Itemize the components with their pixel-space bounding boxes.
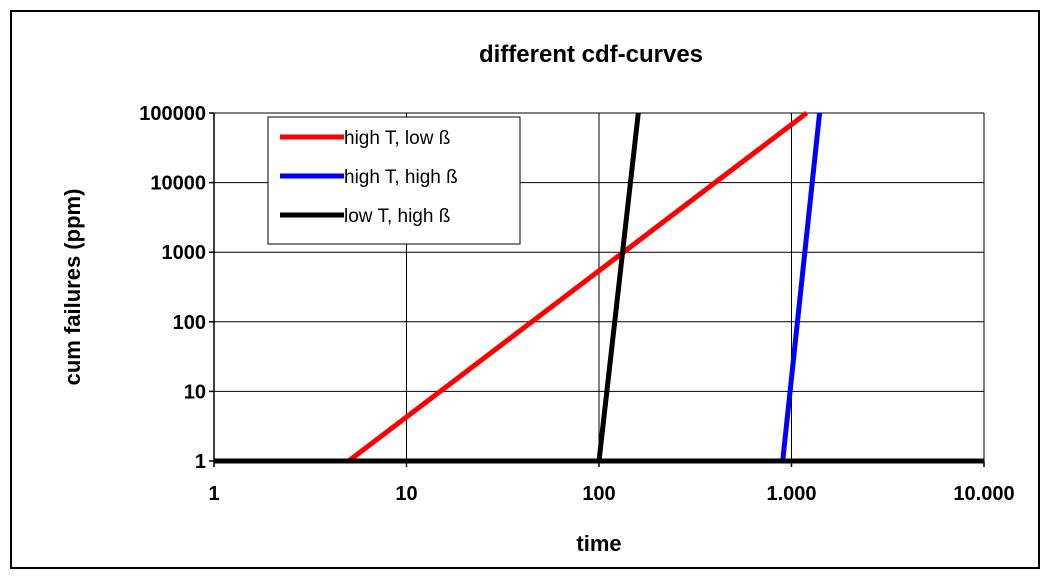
grid-lines xyxy=(214,112,985,461)
legend: high T, low ß high T, high ß low T, high ß xyxy=(267,116,521,245)
y-axis-label: cum failures (ppm) xyxy=(60,189,85,386)
x-axis-label: time xyxy=(576,531,621,556)
legend-label: low T, high ß xyxy=(344,206,450,227)
y-tick-label: 1000 xyxy=(162,242,207,264)
chart-title: different cdf-curves xyxy=(479,41,703,68)
x-tick-label: 10 xyxy=(395,483,417,505)
y-tick-label: 1 xyxy=(195,451,206,473)
series-line-3 xyxy=(596,112,641,462)
series-layer xyxy=(347,111,823,463)
y-tick-label: 100 xyxy=(173,312,206,334)
series-line-2 xyxy=(780,112,823,462)
y-tick-label: 100000 xyxy=(139,103,206,125)
x-tick-label: 1.000 xyxy=(766,483,816,505)
legend-label: high T, low ß xyxy=(344,128,450,149)
y-tick-label: 10000 xyxy=(150,173,206,195)
y-tick-label: 10 xyxy=(184,381,206,403)
x-tick-label: 100 xyxy=(582,483,615,505)
tick-labels: 1 10 100 1000 10000 100000 1 10 100 1.000 10.000 xyxy=(139,103,1014,505)
x-tick-label: 1 xyxy=(208,483,219,505)
x-tick-label: 10.000 xyxy=(953,483,1014,505)
series-line-1 xyxy=(347,111,809,463)
legend-label: high T, high ß xyxy=(344,167,458,188)
chart-frame xyxy=(10,10,1040,569)
axes xyxy=(209,112,985,467)
